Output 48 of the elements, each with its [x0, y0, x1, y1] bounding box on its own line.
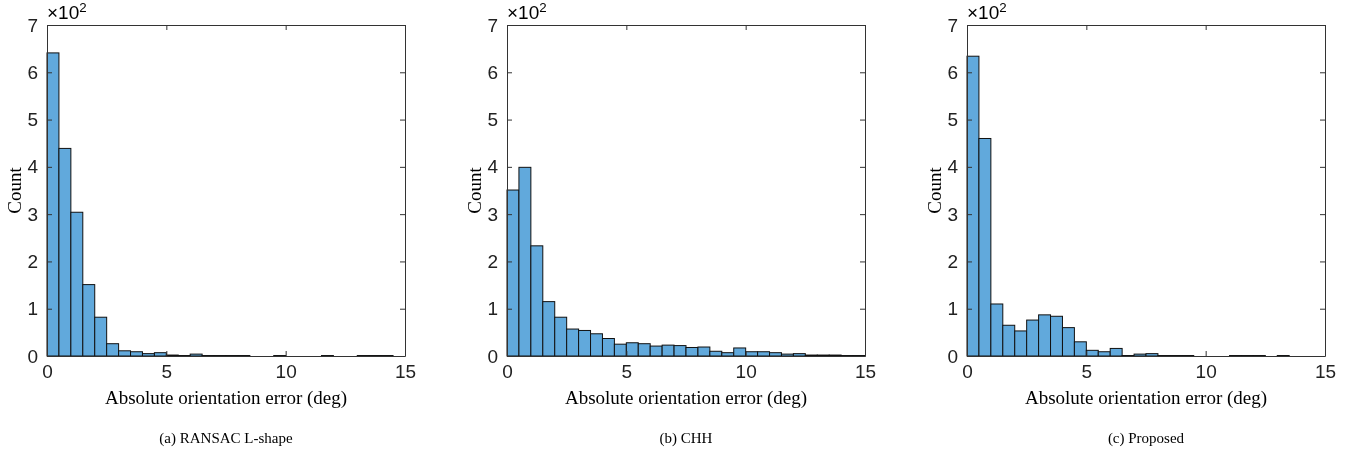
y-tick-label: 5	[947, 109, 958, 131]
y-tick-label: 3	[947, 203, 958, 225]
y-tick-label: 2	[27, 251, 38, 273]
y-tick-label: 1	[947, 298, 958, 320]
x-tick-label: 10	[735, 361, 757, 383]
text: (b) CHH	[659, 430, 713, 447]
y-axis-title: Count	[464, 166, 485, 214]
x-tick-label: 15	[854, 361, 877, 383]
x-tick-label: 0	[502, 361, 513, 383]
x-tick-label: 15	[394, 361, 417, 383]
text: (c) Proposed	[1107, 430, 1185, 447]
y-axis-title: Count	[4, 166, 25, 214]
x-tick-label: 10	[275, 361, 297, 383]
x-tick-label: 10	[1195, 361, 1217, 383]
y-tick-label: 6	[27, 61, 38, 83]
y-tick-label: 4	[27, 156, 39, 178]
y-tick-label: 3	[27, 203, 38, 225]
y-tick-label: 0	[27, 345, 38, 367]
x-tick-label: 15	[1314, 361, 1337, 383]
y-tick-label: 4	[947, 156, 959, 178]
text: ×10$^{2}$	[507, 0, 547, 23]
y-tick-label: 5	[27, 109, 38, 131]
y-tick-label: 7	[947, 14, 958, 36]
text: ×10$^{2}$	[47, 0, 87, 23]
text: ×10$^{2}$	[967, 0, 1007, 23]
x-tick-label: 5	[621, 361, 633, 383]
text: (a) RANSAC L-shape	[159, 430, 293, 447]
y-tick-label: 1	[487, 298, 498, 320]
y-tick-label: 0	[947, 345, 958, 367]
x-axis-title: Absolute orientation error (deg)	[104, 387, 348, 409]
x-tick-label: 0	[962, 361, 973, 383]
x-tick-label: 5	[161, 361, 173, 383]
y-tick-label: 6	[947, 61, 958, 83]
y-tick-label: 4	[487, 156, 499, 178]
x-axis-title: Absolute orientation error (deg)	[1024, 387, 1268, 409]
x-axis-title: Absolute orientation error (deg)	[564, 387, 808, 409]
y-tick-label: 3	[487, 203, 498, 225]
y-tick-label: 6	[487, 61, 498, 83]
y-tick-label: 5	[487, 109, 498, 131]
y-tick-label: 2	[487, 251, 498, 273]
x-tick-label: 0	[42, 361, 53, 383]
y-tick-label: 1	[27, 298, 38, 320]
y-tick-label: 2	[947, 251, 958, 273]
y-tick-label: 7	[27, 14, 38, 36]
y-axis-title: Count	[924, 166, 945, 214]
x-tick-label: 5	[1081, 361, 1093, 383]
y-tick-label: 0	[487, 345, 498, 367]
y-tick-label: 7	[487, 14, 498, 36]
